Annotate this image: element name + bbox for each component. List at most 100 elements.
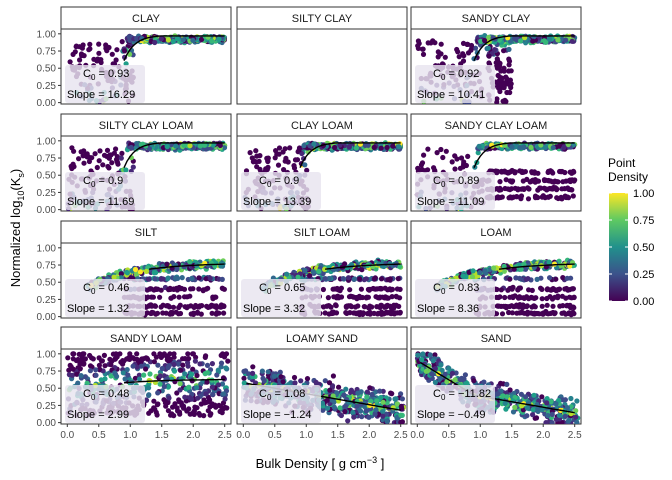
scatter-point bbox=[532, 193, 539, 199]
scatter-point bbox=[502, 294, 508, 301]
facet-title: SANDY LOAM bbox=[110, 333, 182, 345]
scatter-point bbox=[113, 57, 119, 63]
scatter-point bbox=[509, 310, 515, 316]
scatter-point bbox=[502, 185, 508, 192]
scatter-point bbox=[194, 385, 200, 391]
scatter-point bbox=[166, 363, 172, 369]
scatter-point bbox=[168, 295, 174, 301]
scatter-point bbox=[478, 38, 484, 45]
scatter-point bbox=[247, 150, 253, 156]
scatter-point bbox=[191, 304, 197, 310]
scatter-point bbox=[565, 185, 571, 191]
scatter-point bbox=[443, 148, 449, 154]
scatter-point bbox=[265, 158, 271, 165]
scatter-point bbox=[357, 276, 363, 282]
scatter-point bbox=[545, 311, 551, 317]
annotation-box bbox=[65, 65, 145, 103]
scatter-point bbox=[143, 366, 149, 372]
scatter-point bbox=[126, 34, 132, 40]
scatter-point bbox=[567, 302, 573, 308]
slope-label: Slope = 10.41 bbox=[417, 89, 485, 101]
scatter-point bbox=[158, 304, 164, 310]
scatter-point bbox=[438, 51, 444, 57]
scatter-point bbox=[162, 400, 168, 406]
scatter-point bbox=[460, 273, 466, 279]
scatter-point bbox=[533, 295, 539, 301]
scatter-point bbox=[75, 380, 81, 386]
scatter-point bbox=[171, 368, 178, 374]
scatter-point bbox=[282, 146, 288, 152]
scatter-point bbox=[132, 266, 139, 273]
scatter-point bbox=[359, 267, 365, 273]
scatter-point bbox=[311, 141, 317, 147]
scatter-point bbox=[109, 51, 115, 57]
scatter-point bbox=[547, 275, 553, 281]
scatter-point bbox=[396, 144, 402, 150]
y-tick-label: 1.00 bbox=[37, 29, 57, 40]
scatter-point bbox=[552, 294, 558, 300]
scatter-point bbox=[182, 394, 188, 400]
c0-label: C0 = 0.83 bbox=[433, 282, 479, 296]
scatter-point bbox=[486, 53, 492, 59]
scatter-point bbox=[560, 303, 566, 309]
scatter-point bbox=[152, 276, 158, 282]
scatter-point bbox=[384, 295, 390, 301]
scatter-point bbox=[66, 367, 72, 373]
scatter-point bbox=[563, 295, 569, 301]
scatter-point bbox=[355, 303, 361, 309]
scatter-point bbox=[211, 303, 217, 309]
y-tick-label: 0.75 bbox=[37, 261, 57, 272]
slope-label: Slope = 16.29 bbox=[67, 89, 135, 101]
scatter-point bbox=[531, 34, 537, 40]
scatter-point bbox=[147, 371, 153, 377]
scatter-point bbox=[415, 43, 421, 49]
scatter-point bbox=[518, 38, 524, 44]
scatter-point bbox=[76, 156, 82, 162]
scatter-point bbox=[202, 371, 208, 377]
scatter-point bbox=[70, 161, 76, 167]
scatter-point bbox=[96, 362, 102, 368]
scatter-point bbox=[148, 408, 154, 414]
scatter-point bbox=[284, 271, 290, 277]
c0-label: C0 = 0.9 bbox=[83, 175, 123, 189]
scatter-point bbox=[138, 358, 144, 364]
scatter-point bbox=[465, 153, 471, 159]
scatter-point bbox=[506, 56, 512, 62]
scatter-point bbox=[254, 164, 260, 170]
scatter-point bbox=[106, 165, 112, 171]
scatter-point bbox=[186, 384, 192, 390]
scatter-point bbox=[387, 261, 393, 267]
y-tick-label: 1.00 bbox=[37, 136, 57, 147]
scatter-point bbox=[561, 144, 567, 150]
scatter-point bbox=[387, 303, 393, 309]
scatter-point bbox=[70, 366, 76, 372]
scatter-point bbox=[452, 153, 458, 159]
scatter-point bbox=[154, 402, 160, 408]
scatter-point bbox=[469, 274, 476, 280]
scatter-point bbox=[123, 167, 129, 173]
scatter-point bbox=[203, 391, 209, 397]
scatter-point bbox=[210, 402, 216, 408]
scatter-point bbox=[569, 38, 575, 44]
y-tick-label: 0.50 bbox=[37, 64, 57, 75]
scatter-point bbox=[190, 37, 196, 43]
scatter-point bbox=[254, 153, 260, 159]
scatter-point bbox=[176, 304, 182, 311]
scatter-point bbox=[420, 51, 427, 58]
scatter-point bbox=[73, 44, 79, 50]
annotation-box bbox=[65, 385, 145, 423]
facet-title: CLAY LOAM bbox=[291, 120, 353, 132]
scatter-point bbox=[190, 351, 196, 357]
scatter-point bbox=[124, 367, 130, 373]
scatter-point bbox=[137, 269, 143, 275]
scatter-point bbox=[222, 396, 228, 402]
y-tick-label: 1.00 bbox=[37, 349, 57, 360]
scatter-point bbox=[157, 381, 163, 387]
scatter-point bbox=[508, 68, 514, 74]
scatter-point bbox=[67, 59, 73, 65]
scatter-point bbox=[120, 370, 126, 376]
scatter-point bbox=[157, 294, 163, 300]
scatter-point bbox=[141, 372, 147, 378]
scatter-point bbox=[357, 295, 363, 301]
scatter-point bbox=[362, 304, 368, 310]
